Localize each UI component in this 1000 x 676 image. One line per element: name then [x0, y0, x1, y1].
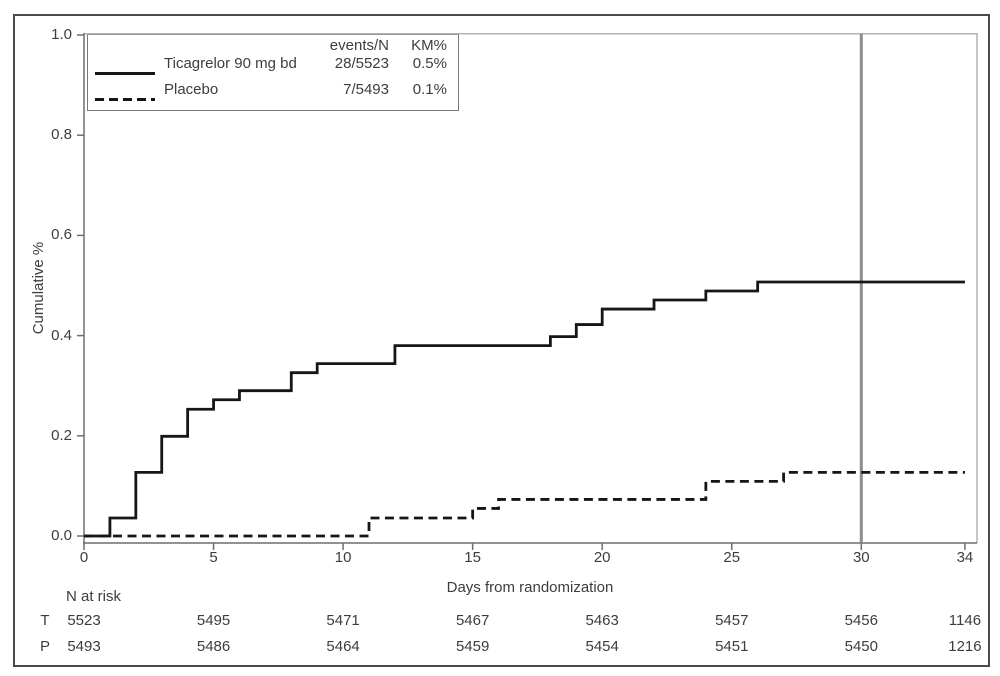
legend-label-placebo: Placebo	[164, 81, 219, 98]
risk-value: 5451	[715, 638, 749, 655]
risk-row-label: T	[40, 612, 50, 629]
risk-value: 5459	[455, 638, 490, 655]
legend-label-ticagrelor: Ticagrelor 90 mg bd	[164, 55, 297, 72]
risk-value: 5456	[844, 612, 878, 629]
y-tick-label: 0.6	[51, 226, 72, 244]
y-tick-label: 0.8	[51, 126, 72, 144]
risk-value: 5486	[196, 638, 231, 655]
x-tick-label: 20	[593, 549, 611, 566]
risk-value: 5493	[67, 638, 101, 655]
x-tick-label: 15	[464, 549, 481, 566]
risk-value: 5463	[585, 612, 619, 629]
legend-header-km: KM%	[411, 37, 447, 54]
x-tick-label: 25	[723, 549, 741, 566]
risk-value: 5457	[715, 612, 749, 629]
x-tick-label: 10	[334, 549, 352, 566]
risk-value: 5464	[326, 638, 360, 655]
km-plot	[77, 33, 978, 550]
solid-line-swatch	[94, 55, 164, 81]
risk-value: 5523	[67, 612, 101, 629]
y-tick-label: 0.0	[51, 527, 72, 544]
risk-row-label: P	[39, 638, 50, 655]
risk-value: 1216	[948, 638, 982, 655]
y-tick-label: 1.0	[51, 26, 72, 43]
legend-km-ticagrelor: 0.5%	[412, 55, 447, 72]
y-tick-label: 0.2	[51, 426, 72, 444]
x-tick-label: 5	[209, 549, 218, 566]
risk-value: 1146	[948, 612, 982, 629]
risk-value: 5471	[326, 612, 360, 629]
km-curve-ticagrelor	[84, 280, 965, 538]
legend: events/N KM% Ticagrelor 90 mg bd 28/5523…	[87, 34, 459, 111]
dashed-line-swatch	[94, 81, 164, 107]
legend-events-ticagrelor: 28/5523	[334, 55, 389, 72]
figure-border	[13, 14, 990, 667]
legend-km-placebo: 0.1%	[412, 81, 447, 98]
legend-events-placebo: 7/5493	[343, 81, 389, 98]
risk-value: 5454	[585, 638, 619, 655]
n-at-risk-label: N at risk	[66, 588, 122, 605]
y-tick-label: 0.4	[51, 326, 72, 344]
risk-value: 5495	[196, 612, 231, 629]
x-axis-title: Days from randomization	[446, 579, 614, 596]
x-tick-label: 0	[79, 549, 89, 566]
risk-value: 5467	[455, 612, 490, 629]
risk-value: 5450	[844, 638, 878, 655]
legend-header-events: events/N	[329, 37, 389, 54]
km-curve-placebo	[84, 470, 965, 538]
x-tick-label: 30	[852, 549, 870, 566]
x-tick-label: 34	[956, 549, 974, 566]
